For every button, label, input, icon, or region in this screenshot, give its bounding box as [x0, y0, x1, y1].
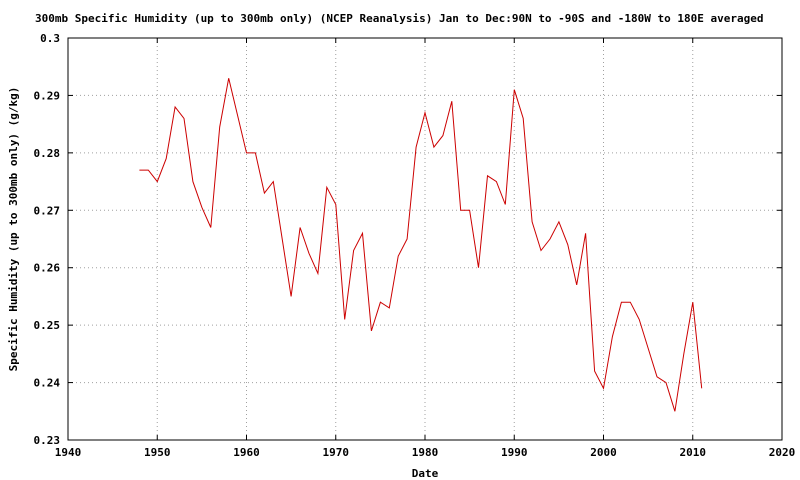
x-tick-label: 1980 [412, 446, 439, 459]
series-line-humidity [139, 78, 703, 412]
y-tick-label: 0.23 [34, 434, 61, 447]
y-tick-label: 0.24 [34, 377, 61, 390]
y-tick-label: 0.29 [34, 89, 61, 102]
chart-title: 300mb Specific Humidity (up to 300mb onl… [35, 12, 763, 25]
y-axis-tick-labels: 0.23 0.24 0.25 0.26 0.27 0.28 0.29 0.3 [34, 32, 61, 447]
x-tick-label: 2010 [680, 446, 707, 459]
y-axis-label: Specific Humidity (up to 300mb only) (g/… [7, 87, 20, 372]
axis-ticks [67, 37, 783, 441]
x-tick-label: 2020 [769, 446, 796, 459]
x-tick-label: 1970 [323, 446, 350, 459]
y-tick-label: 0.25 [34, 319, 61, 332]
x-tick-label: 1940 [55, 446, 82, 459]
y-tick-label: 0.28 [34, 147, 61, 160]
y-tick-label: 0.27 [34, 204, 61, 217]
x-tick-label: 1950 [144, 446, 171, 459]
x-axis-label: Date [412, 467, 439, 480]
grid-lines [68, 38, 782, 440]
x-tick-label: 1960 [233, 446, 260, 459]
y-tick-label: 0.3 [40, 32, 60, 45]
x-tick-label: 2000 [590, 446, 617, 459]
x-tick-label: 1990 [501, 446, 528, 459]
x-axis-tick-labels: 1940 1950 1960 1970 1980 1990 2000 2010 2020 [55, 446, 796, 459]
y-tick-label: 0.26 [34, 262, 61, 275]
